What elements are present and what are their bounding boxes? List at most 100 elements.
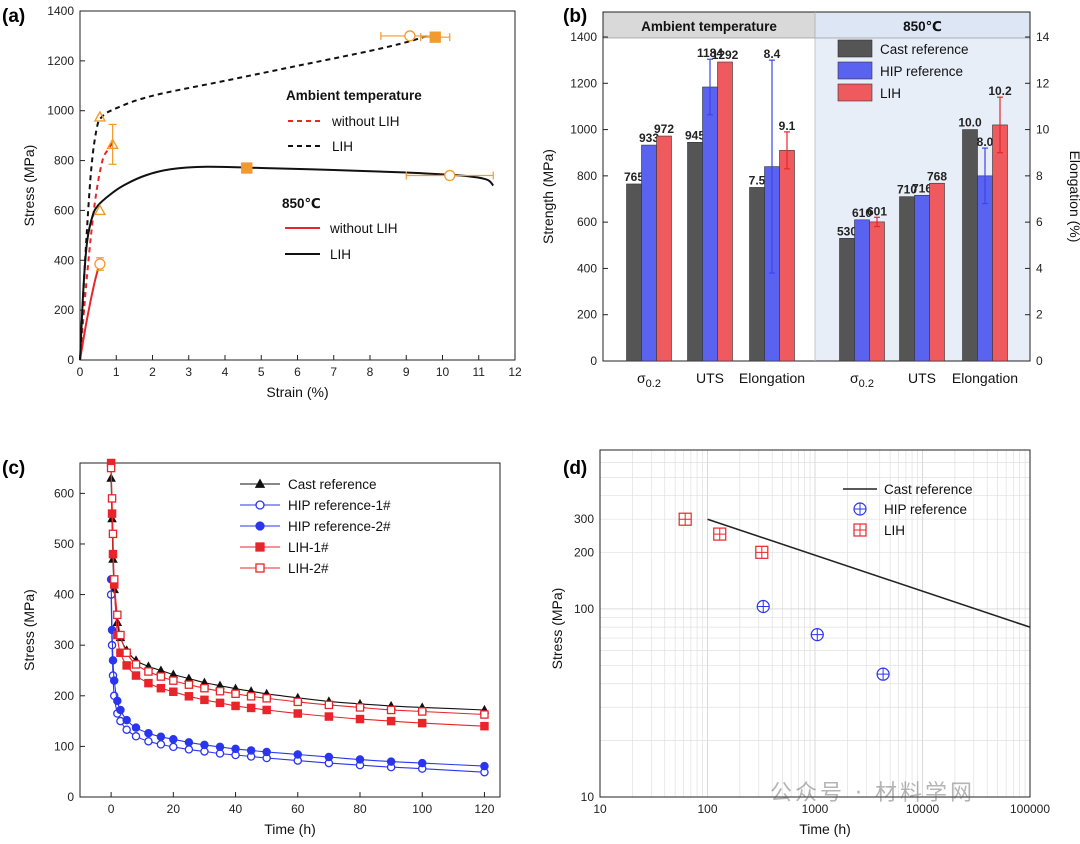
legend-entry-c-3: LIH-1# (288, 540, 329, 555)
x-tick-label-a: 0 (77, 365, 84, 379)
y-tick-label-a: 1200 (47, 54, 74, 68)
x-tick-label-a: 10 (436, 365, 450, 379)
legend-entry-c-2: HIP reference-2# (288, 519, 391, 534)
legend-entry-a-1: LIH (332, 139, 353, 154)
point-c-2-3 (109, 676, 119, 685)
group-label-b-1: UTS (696, 370, 724, 386)
y-tick-label-a: 0 (67, 353, 74, 367)
point-c-4-14 (231, 689, 240, 699)
point-c-2-22 (480, 761, 489, 771)
y2-axis-label-b: Elongation (%) (1067, 151, 1080, 243)
y-tick-label-c: 300 (54, 638, 74, 652)
curve-c-1 (110, 594, 485, 773)
bar-label-b-3-2: 601 (867, 204, 887, 218)
y-tick-label-d: 10 (581, 790, 595, 804)
point-c-4-8 (144, 667, 153, 676)
x-tick-label-a: 8 (367, 365, 374, 379)
marker-a-5 (444, 169, 456, 182)
bar-label-b-1-1: 1184 (697, 46, 723, 60)
panel-a: (a)0 1 2 3 4 5 6 7 8 9 10 11 12020040060080010001200… (2, 4, 522, 400)
bar-label-b-3-0: 530 (837, 224, 857, 238)
point-c-4-10 (169, 676, 178, 685)
x-axis-label-a: Strain (%) (266, 384, 328, 400)
y-tick-label-c: 200 (54, 689, 74, 703)
point-c-4-20 (386, 705, 396, 715)
y-tick-label-c: 600 (54, 486, 74, 500)
point-c-1-6 (122, 725, 131, 734)
legend-entry-d-2: LIH (884, 523, 905, 538)
y-tick-label-a: 800 (54, 154, 74, 168)
y-tick-label-b: 1000 (570, 123, 597, 137)
bar-b-2-2 (779, 150, 795, 362)
point-c-4-12 (200, 683, 209, 693)
axes-frame-a (79, 10, 516, 361)
bar-label-b-2-1: 8.4 (764, 47, 781, 61)
section-title-ambient: Ambient temperature (641, 19, 777, 34)
panel-c: (c) 0 20 40 60 80 100 120 0 100 200 300 400 500 600 Tim… (2, 458, 501, 837)
curve-a-1 (79, 32, 436, 361)
curve-a-0 (79, 142, 114, 361)
bar-label-b-0-1: 933 (639, 131, 659, 145)
point-c-4-2 (108, 529, 118, 539)
point-c-3-9 (156, 683, 166, 693)
panel-d: (d) 10 100 1000 10000 100000 10 100 200 300 Time (… (549, 449, 1050, 837)
bar-label-b-3-1: 610 (852, 206, 872, 220)
point-c-4-15 (246, 692, 256, 701)
bar-b-2-0 (749, 187, 765, 362)
legend-swatch-b-0 (837, 39, 873, 58)
x-tick-label-a: 3 (185, 365, 192, 379)
point-c-4-19 (355, 703, 365, 712)
marker-a-4 (241, 162, 253, 174)
bar-b-1-2 (717, 61, 733, 362)
marker-a-1 (106, 137, 119, 150)
point-c-1-11 (184, 745, 194, 754)
y-tick-label-a: 400 (54, 253, 74, 267)
point-c-1-10 (169, 742, 178, 752)
point-c-2-7 (131, 723, 141, 732)
hip-point-d-1-cross (811, 628, 824, 641)
y2-tick-label-b: 12 (1036, 76, 1050, 90)
point-c-2-6 (122, 715, 131, 725)
axes-frame-b (602, 11, 1031, 362)
x-tick-label-a: 4 (222, 365, 229, 379)
marker-a-2 (93, 203, 107, 216)
y-tick-label-d: 200 (574, 545, 594, 559)
legend-entry-a-2: without LIH (329, 221, 398, 236)
point-c-2-13 (215, 742, 225, 752)
point-c-2-17 (293, 750, 303, 759)
marker-a-0 (93, 110, 107, 122)
legend-marker-d-2-cross (854, 524, 866, 536)
y-tick-label-a: 1000 (47, 104, 74, 118)
y-axis-label-b: Strength (MPa) (540, 149, 556, 244)
point-c-0-4 (112, 617, 123, 626)
point-c-3-7 (131, 671, 141, 680)
point-c-4-16 (262, 694, 271, 703)
hip-point-d-2-cross (877, 668, 890, 681)
y-axis-label-c: Stress (MPa) (21, 589, 37, 671)
legend-group-title-a-850: 850℃ (282, 196, 321, 211)
point-c-2-12 (200, 740, 209, 750)
x-tick-label-d: 10 (593, 802, 607, 816)
y-tick-label-b: 200 (577, 308, 597, 322)
point-c-2-2 (108, 656, 118, 665)
x-tick-label-d: 1000 (802, 802, 829, 816)
legend-entry-d-0: Cast reference (884, 482, 973, 497)
watermark: 公众号 · 材料学网 (770, 781, 975, 806)
legend-marker-c-1 (255, 500, 265, 510)
legend-entry-d-1: HIP reference (884, 502, 967, 517)
y-axis-label-d: Stress (MPa) (549, 588, 565, 670)
point-c-2-5 (116, 705, 125, 715)
legend-entry-c-0: Cast reference (288, 477, 377, 492)
group-label-sub: 0.2 (646, 378, 661, 390)
x-tick-label-c: 80 (353, 802, 367, 816)
point-c-3-12 (200, 695, 209, 705)
legend-entry-a-0: without LIH (331, 114, 400, 129)
bar-label-b-2-2: 9.1 (779, 119, 796, 133)
point-c-4-0 (106, 463, 116, 473)
point-c-4-13 (215, 686, 225, 696)
bar-label-b-4-1: 716 (912, 181, 932, 195)
panel-b: (b) Ambient temperature 850℃ 0 200 400 600 800 1… (540, 6, 1080, 390)
group-label-sub: 0.2 (859, 378, 874, 390)
bar-b-0-1 (641, 144, 657, 362)
point-c-2-11 (184, 738, 194, 747)
